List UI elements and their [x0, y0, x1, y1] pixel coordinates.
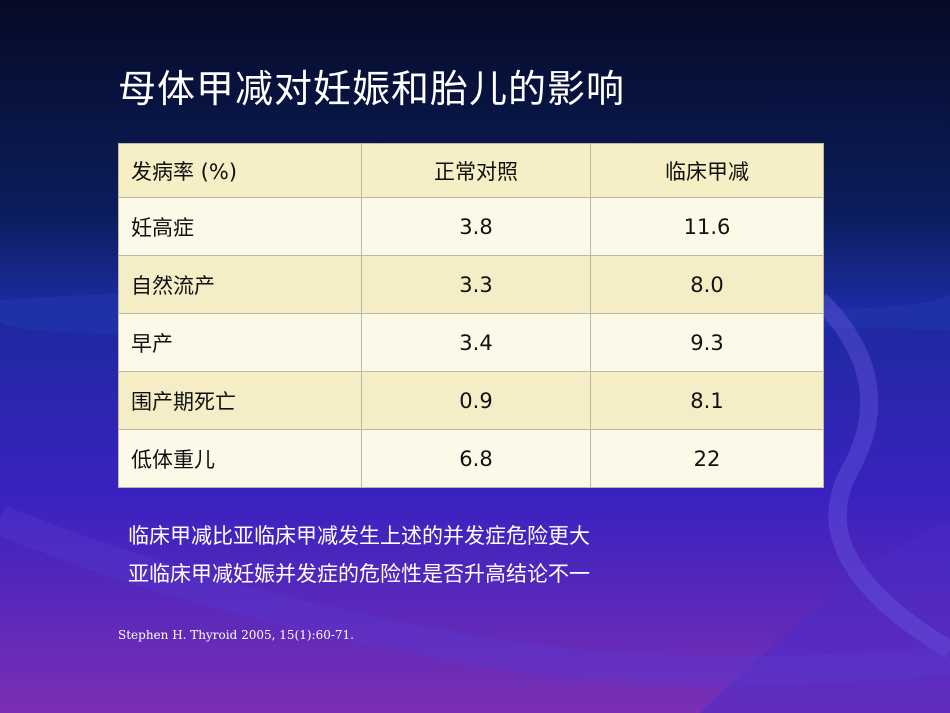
- table-cell: 3.8: [361, 197, 591, 256]
- table-row: 围产期死亡 0.9 8.1: [118, 371, 824, 430]
- note: 亚临床甲减妊娠并发症的危险性是否升高结论不一: [128, 562, 590, 586]
- data-table: 发病率 (%) 正常对照 临床甲减 妊高症 3.8 11.6 自然流产 3.3 8.0 早产…: [118, 143, 824, 488]
- header-cell: 发病率 (%): [118, 143, 362, 198]
- table-cell: 11.6: [590, 197, 824, 256]
- table-cell: 22: [590, 429, 824, 488]
- table-cell: 3.3: [361, 255, 591, 314]
- table-cell: 自然流产: [118, 255, 362, 314]
- table-row: 妊高症 3.8 11.6: [118, 197, 824, 256]
- header-cell: 正常对照: [361, 143, 591, 198]
- header-cell: 临床甲减: [590, 143, 824, 198]
- table-cell: 8.1: [590, 371, 824, 430]
- table-row: 低体重儿 6.8 22: [118, 429, 824, 488]
- table-cell: 3.4: [361, 313, 591, 372]
- table-cell: 6.8: [361, 429, 591, 488]
- title: 母体甲减对妊娠和胎儿的影响: [118, 67, 626, 111]
- table-row: 早产 3.4 9.3: [118, 313, 824, 372]
- table-row: 自然流产 3.3 8.0: [118, 255, 824, 314]
- citation: Stephen H. Thyroid 2005, 15(1):60-71.: [118, 628, 354, 642]
- table-cell: 妊高症: [118, 197, 362, 256]
- table-cell: 低体重儿: [118, 429, 362, 488]
- table-cell: 9.3: [590, 313, 824, 372]
- table-cell: 8.0: [590, 255, 824, 314]
- note: 临床甲减比亚临床甲减发生上述的并发症危险更大: [128, 524, 590, 548]
- table-cell: 早产: [118, 313, 362, 372]
- table-cell: 围产期死亡: [118, 371, 362, 430]
- header-row: 发病率 (%) 正常对照 临床甲减: [118, 143, 824, 198]
- table-cell: 0.9: [361, 371, 591, 430]
